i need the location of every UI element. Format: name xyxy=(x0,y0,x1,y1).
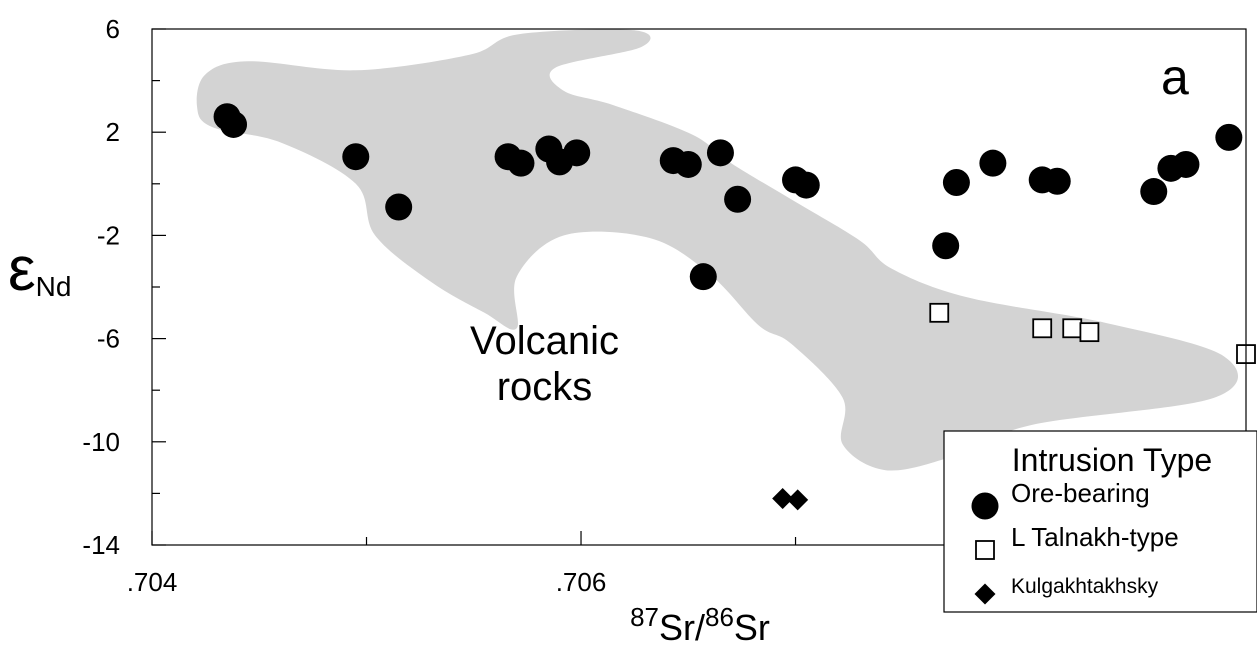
data-point xyxy=(1140,178,1168,206)
data-point xyxy=(1032,318,1053,339)
data-points xyxy=(213,103,1256,511)
data-point xyxy=(1215,123,1243,151)
legend-marker xyxy=(974,583,996,605)
data-point xyxy=(787,489,809,511)
legend-title: Intrusion Type xyxy=(1012,442,1212,478)
panel-label: a xyxy=(1161,49,1189,105)
data-point xyxy=(507,149,535,177)
volcanic-field-label-line: rocks xyxy=(497,365,593,409)
y-tick-label: -14 xyxy=(82,530,120,560)
data-point xyxy=(1043,167,1071,195)
data-point xyxy=(689,263,717,291)
y-tick-label: -6 xyxy=(97,324,120,354)
data-point xyxy=(674,150,702,178)
volcanic-field-label-line: Volcanic xyxy=(470,319,619,363)
data-point xyxy=(724,185,752,213)
volcanic-field-shape xyxy=(196,29,1239,471)
x-axis-label: 87Sr/86Sr xyxy=(630,602,770,648)
legend-entry-label: Kulgakhtakhsky xyxy=(1011,575,1159,598)
legend-entry-label: Ore-bearing xyxy=(1011,478,1150,508)
data-point xyxy=(1062,318,1083,339)
legend-box xyxy=(943,430,1257,613)
x-tick-label: .706 xyxy=(556,567,607,597)
x-label-superscript: 87 xyxy=(630,602,659,632)
y-tick-label: -2 xyxy=(97,220,120,250)
data-point xyxy=(792,171,820,199)
series-ore-bearing xyxy=(213,103,1243,291)
data-point xyxy=(342,143,370,171)
y-tick-label: 2 xyxy=(106,117,120,147)
data-point xyxy=(1172,150,1200,178)
data-point xyxy=(929,302,950,323)
y-tick-label: -10 xyxy=(82,427,120,457)
legend-marker xyxy=(971,492,999,520)
data-point xyxy=(220,110,248,138)
data-point xyxy=(706,139,734,167)
data-point xyxy=(385,193,413,221)
data-point xyxy=(1079,322,1100,343)
data-point xyxy=(772,488,794,510)
data-point xyxy=(932,232,960,260)
data-point xyxy=(979,149,1007,177)
volcanic-field-label: Volcanic rocks xyxy=(470,319,619,409)
y-axis-label: εNd xyxy=(8,235,71,304)
x-label-text: Sr xyxy=(734,607,770,648)
x-label-text: Sr/ xyxy=(659,607,705,648)
x-label-superscript: 86 xyxy=(705,602,734,632)
legend-marker xyxy=(975,540,995,560)
y-label-subscript: Nd xyxy=(36,271,72,302)
x-tick-label: .704 xyxy=(127,567,178,597)
data-point xyxy=(563,139,591,167)
volcanic-rocks-field: Volcanic rocks xyxy=(196,29,1239,471)
y-tick-label: 6 xyxy=(106,14,120,44)
y-label-symbol: ε xyxy=(8,235,36,304)
legend-entry-label: L Talnakh-type xyxy=(1011,522,1179,552)
series-kulgakhtakhsky xyxy=(772,488,809,511)
data-point xyxy=(942,169,970,197)
